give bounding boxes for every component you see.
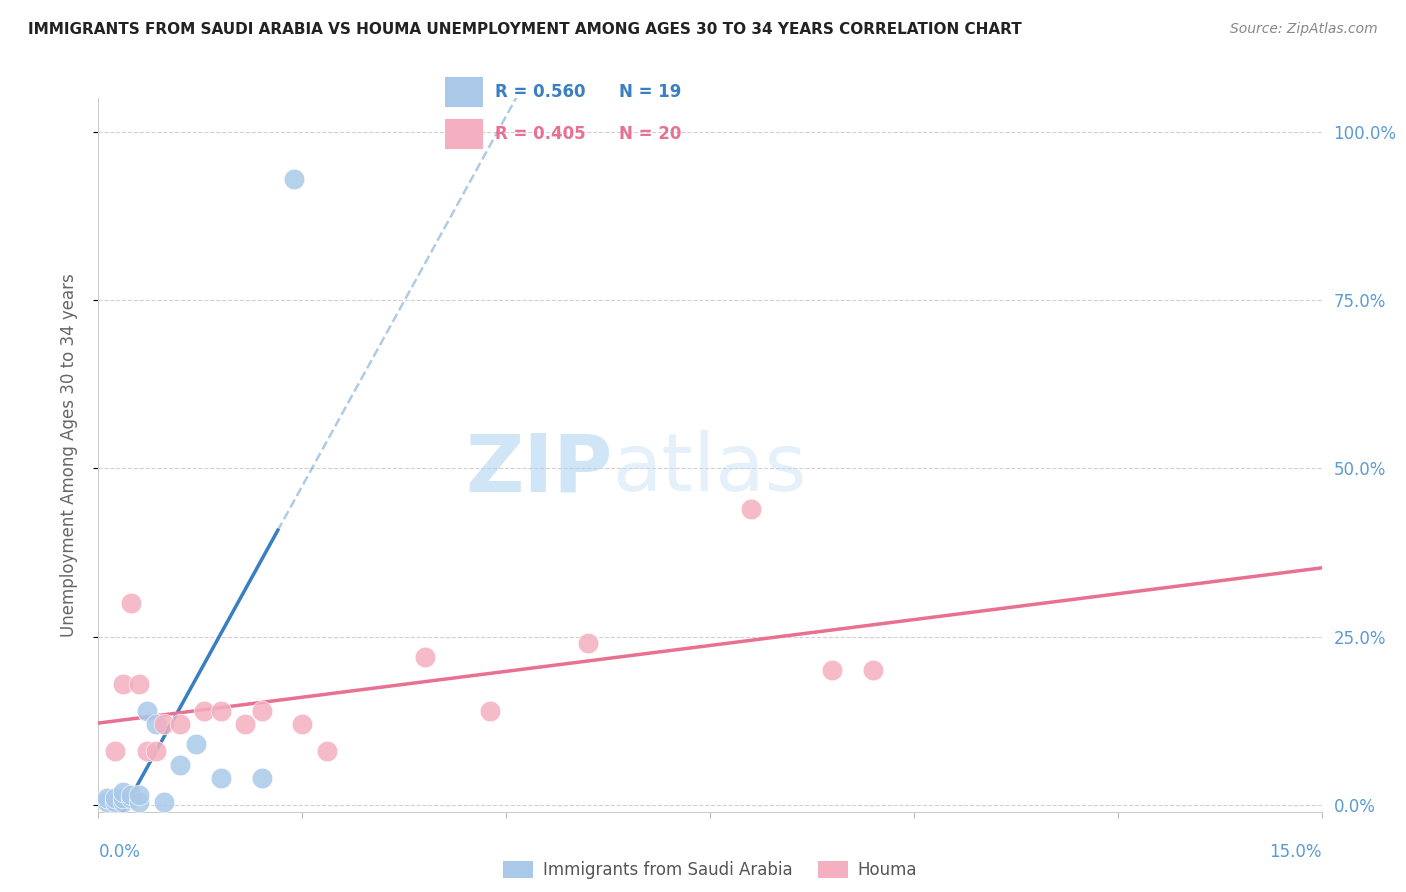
Point xyxy=(120,788,142,802)
Point xyxy=(136,704,159,718)
Point xyxy=(111,795,134,809)
Text: Source: ZipAtlas.com: Source: ZipAtlas.com xyxy=(1230,22,1378,37)
Point xyxy=(862,664,884,678)
Text: 15.0%: 15.0% xyxy=(1270,843,1322,861)
Point xyxy=(120,791,142,805)
Point xyxy=(152,795,174,809)
FancyBboxPatch shape xyxy=(444,120,484,149)
Point xyxy=(193,704,215,718)
Text: IMMIGRANTS FROM SAUDI ARABIA VS HOUMA UNEMPLOYMENT AMONG AGES 30 TO 34 YEARS COR: IMMIGRANTS FROM SAUDI ARABIA VS HOUMA UN… xyxy=(28,22,1022,37)
Point xyxy=(104,744,127,758)
Point xyxy=(209,704,232,718)
Point xyxy=(315,744,337,758)
Point xyxy=(104,795,127,809)
Text: N = 19: N = 19 xyxy=(619,83,682,101)
Point xyxy=(111,791,134,805)
Text: N = 20: N = 20 xyxy=(619,126,682,144)
Point xyxy=(250,771,273,785)
Point xyxy=(152,717,174,731)
Point xyxy=(120,596,142,610)
Point xyxy=(413,649,436,664)
FancyBboxPatch shape xyxy=(444,78,484,107)
Point xyxy=(283,172,305,186)
Point xyxy=(576,636,599,650)
Point xyxy=(96,795,118,809)
Point xyxy=(128,795,150,809)
Point xyxy=(111,677,134,691)
Point xyxy=(145,744,167,758)
Point xyxy=(169,757,191,772)
Point xyxy=(96,791,118,805)
Y-axis label: Unemployment Among Ages 30 to 34 years: Unemployment Among Ages 30 to 34 years xyxy=(59,273,77,637)
Point xyxy=(104,791,127,805)
Point xyxy=(478,704,501,718)
Point xyxy=(136,744,159,758)
Point xyxy=(291,717,314,731)
Text: ZIP: ZIP xyxy=(465,430,612,508)
Point xyxy=(128,677,150,691)
Text: 0.0%: 0.0% xyxy=(98,843,141,861)
Point xyxy=(145,717,167,731)
Text: R = 0.405: R = 0.405 xyxy=(495,126,585,144)
Point xyxy=(250,704,273,718)
Point xyxy=(169,717,191,731)
Text: R = 0.560: R = 0.560 xyxy=(495,83,585,101)
Point xyxy=(128,788,150,802)
Point xyxy=(821,664,844,678)
Legend: Immigrants from Saudi Arabia, Houma: Immigrants from Saudi Arabia, Houma xyxy=(496,854,924,886)
Point xyxy=(233,717,256,731)
Point xyxy=(209,771,232,785)
Point xyxy=(186,738,208,752)
Point xyxy=(111,784,134,798)
Text: atlas: atlas xyxy=(612,430,807,508)
Point xyxy=(740,501,762,516)
